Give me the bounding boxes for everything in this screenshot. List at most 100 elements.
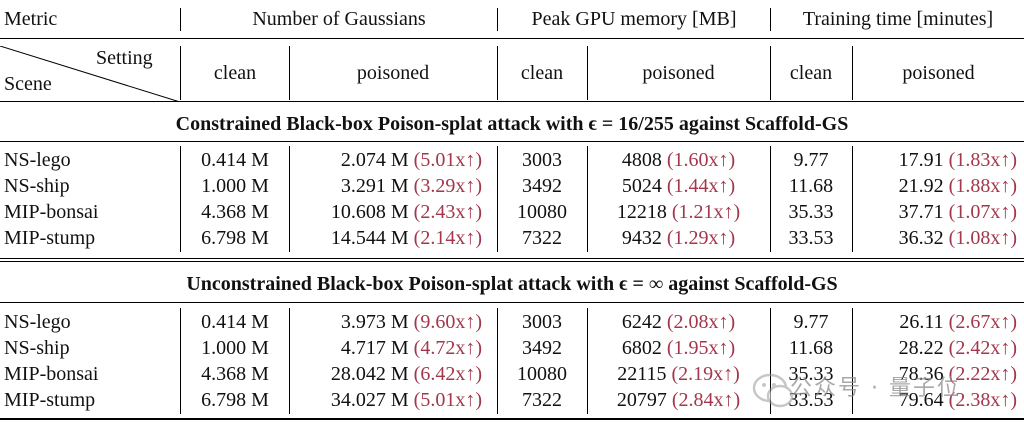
time-clean-cell: 11.68 xyxy=(788,337,834,359)
time-clean-cell: 11.68 xyxy=(788,175,834,197)
divider xyxy=(770,8,771,31)
gaussians-poisoned-cell: 4.717 M (4.72x↑) xyxy=(290,336,482,360)
ratio: (2.08x↑) xyxy=(666,311,736,333)
ratio: (2.84x↑) xyxy=(671,389,741,411)
divider xyxy=(497,8,498,31)
ratio: (1.07x↑) xyxy=(948,201,1017,223)
value: 10.608 M xyxy=(330,201,409,223)
gaussians-poisoned-cell: 14.544 M (2.14x↑) xyxy=(290,226,482,250)
divider xyxy=(180,308,181,414)
ratio: (1.29x↑) xyxy=(666,227,736,249)
time-clean-cell: 35.33 xyxy=(788,363,834,385)
gaussians-clean-cell: 4.368 M xyxy=(201,201,269,223)
wechat-icon xyxy=(752,373,794,408)
ratio: (2.43x↑) xyxy=(413,201,482,223)
ratio: (2.14x↑) xyxy=(413,227,482,249)
diagonal-header-line xyxy=(0,46,181,102)
divider xyxy=(497,308,498,414)
memory-clean-cell: 3003 xyxy=(522,311,562,333)
memory-poisoned-cell: 4808 (1.60x↑) xyxy=(588,148,769,172)
gaussians-poisoned-cell: 3.973 M (9.60x↑) xyxy=(290,310,482,334)
ratio: (1.44x↑) xyxy=(666,175,736,197)
time-clean-cell: 33.53 xyxy=(788,389,834,411)
gaussians-clean-cell: 4.368 M xyxy=(201,363,269,385)
scene-cell: MIP-stump xyxy=(4,227,96,249)
value: 37.71 xyxy=(898,201,944,223)
gaussians-poisoned-cell: 2.074 M (5.01x↑) xyxy=(290,148,482,172)
section-rule xyxy=(0,141,1024,142)
time-header: Training time [minutes] xyxy=(802,8,994,30)
subcol-poisoned: poisoned xyxy=(902,62,975,84)
subcol-clean: clean xyxy=(213,62,257,84)
section-title: Unconstrained Black-box Poison-splat att… xyxy=(186,273,838,295)
gaussians-clean-cell: 6.798 M xyxy=(201,227,269,249)
scene-cell: NS-lego xyxy=(4,311,71,333)
value: 3.973 M xyxy=(340,311,409,333)
ratio: (4.72x↑) xyxy=(413,337,482,359)
section-separator-rule xyxy=(0,258,1024,259)
scene-label: Scene xyxy=(4,73,52,95)
ratio: (1.83x↑) xyxy=(948,149,1017,171)
value: 20797 xyxy=(616,389,667,411)
gaussians-poisoned-cell: 10.608 M (2.43x↑) xyxy=(290,200,482,224)
ratio: (2.67x↑) xyxy=(948,311,1017,333)
gaussians-poisoned-cell: 28.042 M (6.42x↑) xyxy=(290,362,482,386)
memory-poisoned-cell: 12218 (1.21x↑) xyxy=(588,200,769,224)
setting-label: Setting xyxy=(96,47,153,69)
value: 79.64 xyxy=(898,389,944,411)
time-poisoned-cell: 37.71 (1.07x↑) xyxy=(853,200,1017,224)
ratio: (2.38x↑) xyxy=(948,389,1017,411)
value: 28.042 M xyxy=(330,363,409,385)
value: 22115 xyxy=(617,363,667,385)
gaussians-clean-cell: 1.000 M xyxy=(201,337,269,359)
scene-cell: NS-ship xyxy=(4,175,70,197)
memory-clean-cell: 3492 xyxy=(522,337,562,359)
value: 26.11 xyxy=(899,311,944,333)
time-poisoned-cell: 78.36 (2.22x↑) xyxy=(853,362,1017,386)
scene-cell: MIP-bonsai xyxy=(4,201,99,223)
time-poisoned-cell: 79.64 (2.38x↑) xyxy=(853,388,1017,412)
gaussians-clean-cell: 6.798 M xyxy=(201,389,269,411)
gaussians-poisoned-cell: 34.027 M (5.01x↑) xyxy=(290,388,482,412)
memory-clean-cell: 7322 xyxy=(522,227,562,249)
ratio: (2.22x↑) xyxy=(948,363,1017,385)
gaussians-clean-cell: 0.414 M xyxy=(201,149,269,171)
time-poisoned-cell: 36.32 (1.08x↑) xyxy=(853,226,1017,250)
memory-poisoned-cell: 20797 (2.84x↑) xyxy=(588,388,769,412)
scene-cell: NS-lego xyxy=(4,149,71,171)
divider xyxy=(289,146,290,252)
divider xyxy=(587,146,588,252)
divider xyxy=(180,146,181,252)
value: 4808 xyxy=(621,149,662,171)
memory-clean-cell: 3492 xyxy=(522,175,562,197)
subcol-clean: clean xyxy=(520,62,564,84)
value: 34.027 M xyxy=(330,389,409,411)
divider xyxy=(180,46,181,100)
value: 6802 xyxy=(621,337,662,359)
gaussians-clean-cell: 0.414 M xyxy=(201,311,269,333)
ratio: (1.21x↑) xyxy=(671,201,741,223)
memory-clean-cell: 10080 xyxy=(517,363,567,385)
value: 9432 xyxy=(621,227,662,249)
divider xyxy=(497,146,498,252)
divider xyxy=(770,46,771,100)
value: 17.91 xyxy=(898,149,944,171)
divider xyxy=(497,46,498,100)
bottom-rule xyxy=(0,418,1024,420)
divider xyxy=(180,8,181,31)
time-poisoned-cell: 26.11 (2.67x↑) xyxy=(853,310,1017,334)
ratio: (2.19x↑) xyxy=(671,363,740,385)
ratio: (3.29x↑) xyxy=(413,175,482,197)
memory-header: Peak GPU memory [MB] xyxy=(531,8,737,30)
value: 14.544 M xyxy=(330,227,409,249)
gaussians-poisoned-cell: 3.291 M (3.29x↑) xyxy=(290,174,482,198)
value: 36.32 xyxy=(898,227,944,249)
scene-cell: NS-ship xyxy=(4,337,70,359)
metric-header: Metric xyxy=(4,8,58,30)
time-poisoned-cell: 17.91 (1.83x↑) xyxy=(853,148,1017,172)
scene-cell: MIP-bonsai xyxy=(4,363,99,385)
subcol-poisoned: poisoned xyxy=(356,62,430,84)
subcol-poisoned: poisoned xyxy=(642,62,715,84)
time-clean-cell: 35.33 xyxy=(788,201,834,223)
